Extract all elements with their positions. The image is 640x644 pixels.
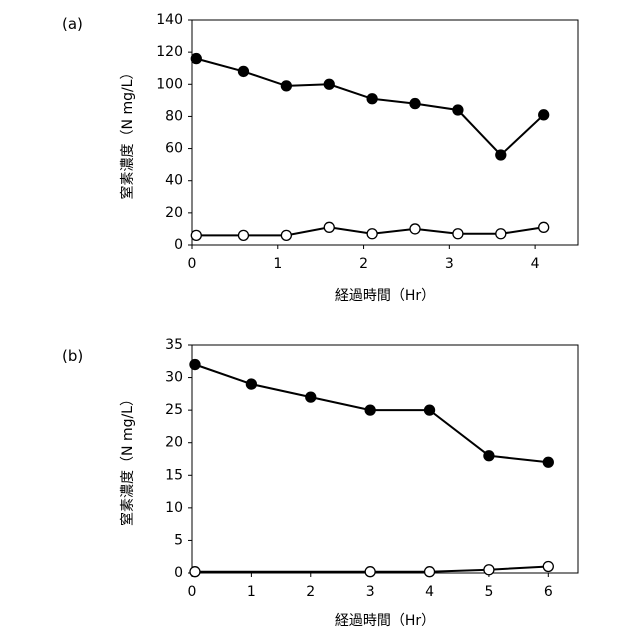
- data-point-a-1: [453, 229, 463, 239]
- data-point-a-1: [238, 230, 248, 240]
- data-point-b-0: [306, 392, 316, 402]
- x-tick-label-a: 1: [273, 256, 282, 272]
- data-point-a-1: [281, 230, 291, 240]
- data-point-a-0: [281, 81, 291, 91]
- data-point-a-0: [539, 110, 549, 120]
- y-tick-label-a: 80: [165, 108, 183, 124]
- data-point-b-0: [246, 379, 256, 389]
- y-tick-label-b: 30: [165, 370, 183, 386]
- data-point-b-1: [484, 565, 494, 575]
- y-tick-label-a: 40: [165, 173, 183, 189]
- data-point-a-1: [410, 224, 420, 234]
- x-tick-label-a: 4: [531, 256, 540, 272]
- data-point-a-0: [410, 99, 420, 109]
- y-tick-label-a: 20: [165, 205, 183, 221]
- y-axis-label-a: 窒素濃度（N mg/L）: [119, 66, 136, 200]
- x-axis-label-a: 経過時間（Hr）: [335, 288, 435, 304]
- x-tick-label-b: 5: [484, 584, 493, 600]
- y-tick-label-a: 100: [156, 76, 183, 92]
- plot-frame-a: [192, 20, 578, 245]
- x-axis-label-b: 経過時間（Hr）: [335, 613, 435, 629]
- x-tick-label-b: 3: [366, 584, 375, 600]
- data-point-a-0: [238, 66, 248, 76]
- chart-a: (a) 0 20 40 60 80 100 120 140 0 1 2 3 4 経過時間（Hr） 窒素濃度（N…: [62, 12, 578, 304]
- data-point-a-1: [496, 229, 506, 239]
- y-tick-label-b: 20: [165, 435, 183, 451]
- data-point-a-1: [539, 222, 549, 232]
- data-point-b-1: [543, 561, 553, 571]
- y-tick-label-b: 10: [165, 500, 183, 516]
- data-point-b-0: [543, 457, 553, 467]
- x-tick-label-b: 2: [306, 584, 315, 600]
- x-tick-label-a: 2: [359, 256, 368, 272]
- data-point-a-0: [453, 105, 463, 115]
- y-tick-label-b: 0: [174, 565, 183, 581]
- y-tick-label-a: 140: [156, 12, 183, 28]
- y-tick-label-b: 5: [174, 532, 183, 548]
- data-point-a-0: [496, 150, 506, 160]
- x-tick-label-b: 4: [425, 584, 434, 600]
- chart-root: (a)02040608010012014001234経過時間（Hr）窒素濃度（N…: [0, 0, 640, 640]
- data-point-b-0: [484, 451, 494, 461]
- data-point-b-0: [425, 405, 435, 415]
- x-tick-label-a: 3: [445, 256, 454, 272]
- data-point-a-1: [367, 229, 377, 239]
- y-tick-label-a: 120: [156, 44, 183, 60]
- y-tick-label-b: 25: [165, 402, 183, 418]
- panel-label-a: (a): [62, 15, 83, 33]
- data-point-b-1: [365, 567, 375, 577]
- data-point-b-0: [190, 360, 200, 370]
- y-tick-label-b: 15: [165, 467, 183, 483]
- data-point-b-1: [190, 567, 200, 577]
- data-point-b-0: [365, 405, 375, 415]
- chart-b: (b) 0 5 10 15 20 25 30 35 0 1 2 3 4 5 6 経過時間（Hr） 窒素濃度（N m…: [62, 337, 578, 629]
- x-tick-label-b: 1: [247, 584, 256, 600]
- data-point-a-0: [367, 94, 377, 104]
- x-tick-label-a: 0: [188, 256, 197, 272]
- x-tick-label-b: 0: [188, 584, 197, 600]
- y-axis-label-b: 窒素濃度（N mg/L）: [119, 392, 136, 526]
- data-point-a-1: [324, 222, 334, 232]
- data-point-a-0: [324, 79, 334, 89]
- data-point-a-0: [191, 54, 201, 64]
- data-point-b-1: [425, 567, 435, 577]
- x-tick-label-b: 6: [544, 584, 553, 600]
- y-tick-label-a: 60: [165, 141, 183, 157]
- data-point-a-1: [191, 230, 201, 240]
- panel-label-b: (b): [62, 347, 83, 365]
- y-tick-label-b: 35: [165, 337, 183, 353]
- y-tick-label-a: 0: [174, 237, 183, 253]
